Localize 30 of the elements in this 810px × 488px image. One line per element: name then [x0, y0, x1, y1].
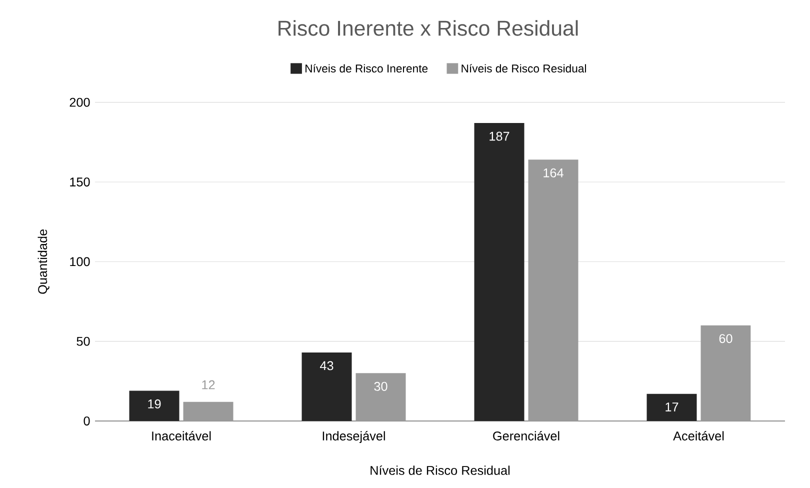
legend-label: Níveis de Risco Residual	[462, 64, 586, 73]
data-label: 164	[544, 168, 564, 178]
data-label: 187	[490, 132, 510, 141]
y-tick-label: 200	[70, 98, 90, 107]
chart-title: Risco Inerente x Risco Residual	[278, 20, 578, 36]
x-tick-label: Aceitável	[673, 431, 724, 440]
y-axis-title: Quantidade	[38, 229, 50, 294]
data-label: 12	[202, 380, 215, 390]
data-label: 17	[666, 402, 678, 412]
bar	[356, 373, 406, 421]
bar	[474, 123, 524, 421]
bar	[700, 325, 751, 421]
bar	[129, 390, 180, 421]
x-tick-label: Inaceitável	[152, 431, 211, 440]
y-tick-label: 150	[70, 178, 90, 186]
bar	[183, 402, 234, 421]
data-label: 19	[148, 399, 161, 408]
x-tick-label: Indesejável	[322, 431, 385, 443]
y-tick-label: 50	[76, 336, 90, 346]
legend-label: Níveis de Risco Inerente	[306, 64, 428, 73]
data-label: 30	[374, 382, 388, 391]
bar	[302, 352, 352, 421]
data-label: 60	[719, 334, 732, 344]
x-tick-label: Gerenciável	[493, 431, 560, 440]
bar	[646, 394, 697, 421]
y-tick-label: 0	[84, 416, 90, 426]
x-axis-title: Níveis de Risco Residual	[370, 465, 510, 475]
y-tick-label: 100	[70, 257, 90, 266]
bar	[528, 160, 578, 421]
data-label: 43	[320, 361, 334, 370]
